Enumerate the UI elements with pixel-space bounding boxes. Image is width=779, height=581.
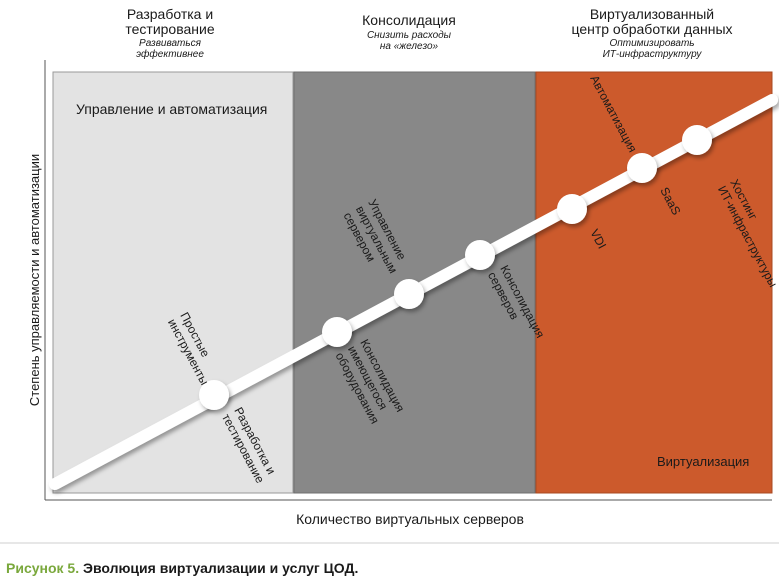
milestone-markers bbox=[199, 125, 712, 410]
phase-3-subtitle-line1: Оптимизировать bbox=[609, 38, 694, 49]
phase-virtual-dc-zone bbox=[535, 71, 773, 494]
milestone-hw-consolidation bbox=[322, 317, 352, 347]
zone-label-virtualization: Виртуализация bbox=[657, 454, 749, 469]
phase-1-subtitle-line2: эффективнее bbox=[136, 48, 204, 60]
caption-text: Эволюция виртуализации и услуг ЦОД. bbox=[83, 560, 359, 576]
phase-1-title-line2: тестирование bbox=[125, 21, 214, 37]
phase-3-subtitle-line2: ИТ-инфраструктуру bbox=[603, 48, 703, 60]
phase-3-title-line2: центр обработки данных bbox=[571, 21, 732, 37]
figure-caption: Рисунок 5. Эволюция виртуализации и услу… bbox=[6, 560, 358, 576]
milestone-saas bbox=[627, 153, 657, 183]
x-axis-label: Количество виртуальных серверов bbox=[296, 511, 524, 527]
milestone-vdi bbox=[557, 194, 587, 224]
milestone-hosting bbox=[682, 125, 712, 155]
phase-1-subtitle-line1: Развиваться bbox=[139, 38, 202, 49]
phase-1-title-line1: Разработка и bbox=[127, 6, 213, 22]
milestone-server-consolidation bbox=[465, 240, 495, 270]
milestone-vm-management bbox=[394, 279, 424, 309]
phase-2-subtitle-line1: Снизить расходы bbox=[367, 30, 452, 41]
phase-3-title-line1: Виртуализованный bbox=[590, 6, 714, 22]
y-axis-label: Степень управляемости и автоматизации bbox=[27, 154, 42, 406]
phase-2-subtitle-line2: на «железо» bbox=[380, 41, 439, 52]
caption-number: Рисунок 5. bbox=[6, 560, 80, 576]
zone-label-management: Управление и автоматизация bbox=[76, 101, 267, 117]
milestone-dev-test bbox=[199, 380, 229, 410]
phase-2-title: Консолидация bbox=[362, 12, 456, 28]
